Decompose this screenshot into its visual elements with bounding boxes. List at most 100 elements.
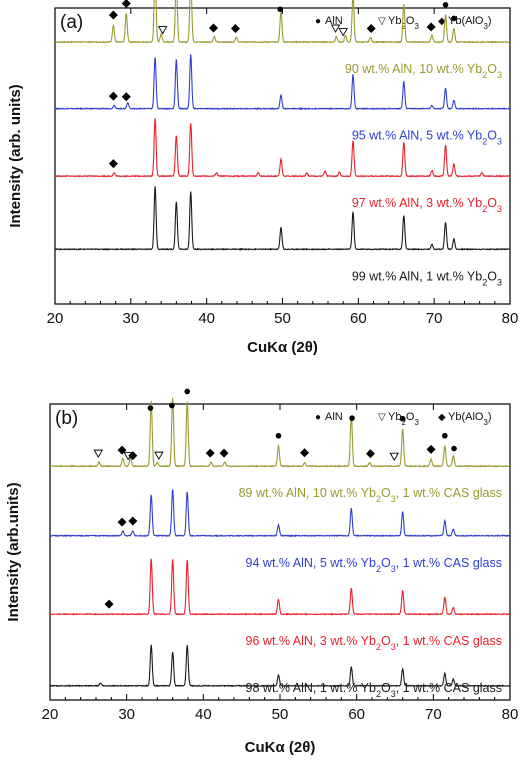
legend-name: AlN bbox=[325, 411, 343, 423]
series-label: 95 wt.% AlN, 5 wt.% Yb2O3 bbox=[352, 129, 502, 147]
series-trace: 99 wt.% AlN, 1 wt.% Yb2O3 bbox=[54, 186, 511, 287]
series-trace: 89 wt.% AlN, 10 wt.% Yb2O3, 1 wt.% CAS g… bbox=[49, 388, 511, 504]
phase-marker-aln bbox=[349, 415, 355, 421]
series-trace: 90 wt.% AlN, 10 wt.% Yb2O3 bbox=[54, 0, 511, 80]
series-label: 98 wt.% AlN, 1 wt.% Yb2O3, 1 wt.% CAS gl… bbox=[246, 681, 502, 699]
phase-marker-yballo3 bbox=[300, 448, 310, 458]
legend-marker: ◆ bbox=[438, 412, 446, 423]
phase-marker-yballo3 bbox=[128, 516, 138, 526]
x-tick-label: 30 bbox=[122, 310, 139, 327]
phase-marker-yballo3 bbox=[104, 599, 114, 609]
series-label: 97 wt.% AlN, 3 wt.% Yb2O3 bbox=[352, 196, 502, 214]
phase-marker-yballo3 bbox=[219, 448, 229, 458]
legend-item: ◆ Yb(AlO3) bbox=[438, 15, 492, 31]
y-axis-label: Intensity (arb. units) bbox=[7, 84, 24, 227]
phase-marker-yballo3 bbox=[121, 0, 131, 8]
phase-marker-yballo3 bbox=[117, 445, 127, 455]
panel-label: (b) bbox=[55, 408, 78, 429]
legend-item: ● AlN bbox=[315, 411, 343, 423]
phase-marker-yballo3 bbox=[426, 22, 436, 32]
legend-name: Yb(AlO3) bbox=[448, 15, 492, 31]
phase-marker-aln bbox=[277, 6, 284, 13]
series-label: 90 wt.% AlN, 10 wt.% Yb2O3 bbox=[345, 62, 502, 80]
x-tick-label: 70 bbox=[426, 310, 443, 327]
series-label: 99 wt.% AlN, 1 wt.% Yb2O3 bbox=[352, 269, 502, 287]
series-line bbox=[54, 118, 511, 178]
x-tick-label: 20 bbox=[47, 310, 64, 327]
legend-marker: ◆ bbox=[438, 16, 446, 27]
x-tick-label: 80 bbox=[502, 310, 519, 327]
series-trace: 98 wt.% AlN, 1 wt.% Yb2O3, 1 wt.% CAS gl… bbox=[49, 644, 511, 699]
phase-marker-yb2o3 bbox=[389, 452, 400, 462]
series-line bbox=[49, 558, 511, 616]
legend-name: Yb(AlO3) bbox=[448, 411, 492, 427]
phase-marker-yballo3 bbox=[108, 10, 118, 20]
series-line bbox=[49, 398, 511, 468]
phase-marker-yb2o3 bbox=[338, 28, 348, 37]
legend-item: ▽ Yb2O3 bbox=[378, 411, 419, 427]
x-tick-label: 20 bbox=[42, 706, 59, 723]
panel-label: (a) bbox=[60, 12, 83, 33]
phase-marker-aln bbox=[451, 15, 457, 22]
legend-marker: ● bbox=[315, 412, 321, 423]
phase-marker-yb2o3 bbox=[330, 24, 341, 33]
chart-panel: 20 30 40 50 60 70 80 CuKα (2θ) Intensity (arb. u… bbox=[7, 0, 518, 356]
legend-marker: ● bbox=[315, 16, 321, 27]
phase-marker-yb2o3 bbox=[157, 26, 168, 35]
series-label: 94 wt.% AlN, 5 wt.% Yb2O3, 1 wt.% CAS gl… bbox=[246, 556, 502, 574]
x-tick-label: 60 bbox=[348, 706, 365, 723]
phase-marker-aln bbox=[169, 402, 175, 409]
x-tick-label: 40 bbox=[198, 310, 215, 327]
phase-marker-yballo3 bbox=[366, 23, 376, 33]
series-trace: 96 wt.% AlN, 3 wt.% Yb2O3, 1 wt.% CAS gl… bbox=[49, 558, 511, 652]
series-line bbox=[49, 489, 511, 538]
chart-panel: 20 30 40 50 60 70 80 CuKα (2θ) Intensity (arb.un… bbox=[5, 388, 519, 756]
phase-marker-yballo3 bbox=[128, 451, 138, 461]
x-tick-label: 50 bbox=[274, 310, 291, 327]
phase-marker-yballo3 bbox=[108, 91, 118, 101]
x-tick-label: 30 bbox=[118, 706, 135, 723]
series-trace: 97 wt.% AlN, 3 wt.% Yb2O3 bbox=[54, 118, 511, 214]
series-line bbox=[49, 644, 511, 688]
phase-marker-yb2o3 bbox=[93, 449, 104, 459]
legend-marker: ▽ bbox=[378, 16, 386, 27]
phase-marker-aln bbox=[451, 445, 457, 452]
x-tick-label: 70 bbox=[425, 706, 442, 723]
legend-marker: ▽ bbox=[378, 412, 386, 423]
phase-marker-yballo3 bbox=[426, 444, 436, 454]
series-label: 96 wt.% AlN, 3 wt.% Yb2O3, 1 wt.% CAS gl… bbox=[246, 634, 502, 652]
legend-item: ● AlN bbox=[315, 15, 343, 27]
phase-marker-aln bbox=[442, 2, 449, 8]
plot-frame bbox=[49, 403, 511, 701]
series-label: 89 wt.% AlN, 10 wt.% Yb2O3, 1 wt.% CAS g… bbox=[239, 486, 502, 504]
legend-item: ◆ Yb(AlO3) bbox=[438, 411, 492, 427]
legend-item: ▽ Yb2O3 bbox=[378, 15, 419, 31]
phase-marker-yb2o3 bbox=[154, 451, 164, 461]
legend-name: Yb2O3 bbox=[388, 15, 419, 31]
x-tick-label: 60 bbox=[350, 310, 367, 327]
phase-marker-yballo3 bbox=[121, 92, 131, 102]
legend-name: AlN bbox=[325, 15, 343, 27]
x-tick-label: 80 bbox=[502, 706, 519, 723]
phase-marker-yballo3 bbox=[117, 517, 127, 527]
phase-marker-aln bbox=[399, 415, 406, 422]
series-trace: 94 wt.% AlN, 5 wt.% Yb2O3, 1 wt.% CAS gl… bbox=[49, 489, 511, 574]
series-trace: 95 wt.% AlN, 5 wt.% Yb2O3 bbox=[54, 54, 511, 147]
phase-marker-yballo3 bbox=[208, 23, 218, 33]
phase-marker-yballo3 bbox=[205, 448, 215, 458]
x-tick-label: 40 bbox=[195, 706, 212, 723]
series-line bbox=[54, 186, 511, 251]
x-axis-label: CuKα (2θ) bbox=[245, 739, 316, 756]
series-line bbox=[54, 0, 511, 44]
phase-marker-yballo3 bbox=[365, 449, 375, 459]
y-axis-label: Intensity (arb.units) bbox=[5, 482, 22, 621]
x-tick-label: 50 bbox=[272, 706, 289, 723]
phase-marker-yballo3 bbox=[108, 159, 118, 169]
x-axis-label: CuKα (2θ) bbox=[247, 339, 318, 356]
phase-marker-aln bbox=[275, 432, 282, 439]
phase-marker-aln bbox=[184, 388, 191, 395]
series-line bbox=[54, 54, 511, 111]
phase-marker-aln bbox=[147, 405, 154, 411]
plot-frame bbox=[54, 7, 511, 305]
